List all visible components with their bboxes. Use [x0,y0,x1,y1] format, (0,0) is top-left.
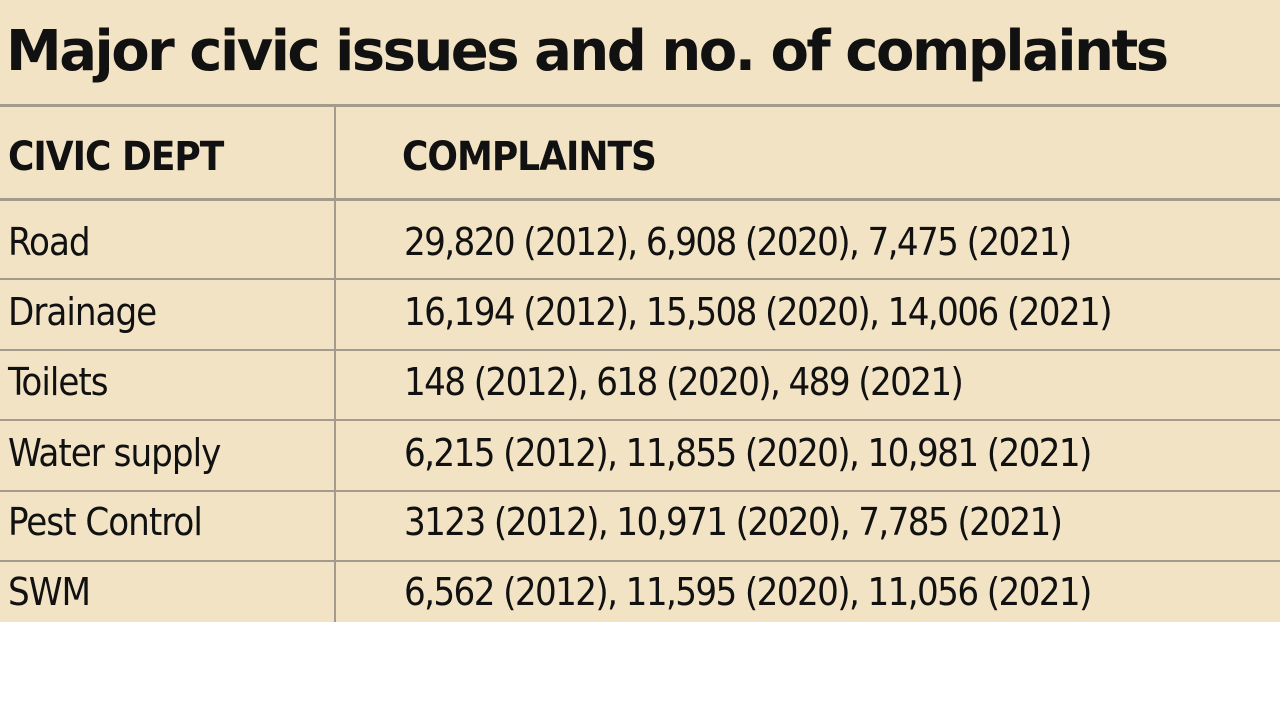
row-complaints-toilets: 148 (2012), 618 (2020), 489 (2021) [404,360,964,404]
column-divider [334,106,336,622]
row-rule [0,278,1280,280]
header-complaints: COMPLAINTS [402,134,657,180]
row-complaints-water-supply: 6,215 (2012), 11,855 (2020), 10,981 (202… [404,431,1092,475]
table-top-rule [0,104,1280,107]
infographic-panel: Major civic issues and no. of complaints… [0,0,1280,622]
chart-title: Major civic issues and no. of complaints [6,19,1169,84]
row-complaints-road: 29,820 (2012), 6,908 (2020), 7,475 (2021… [404,220,1072,264]
row-complaints-pest-control: 3123 (2012), 10,971 (2020), 7,785 (2021) [404,500,1063,544]
row-dept-drainage: Drainage [8,290,157,334]
header-rule [0,198,1280,201]
row-rule [0,419,1280,421]
row-dept-pest-control: Pest Control [8,500,203,544]
row-dept-water-supply: Water supply [8,431,221,475]
header-civic-dept: CIVIC DEPT [8,134,224,180]
row-dept-road: Road [8,220,91,264]
row-complaints-swm: 6,562 (2012), 11,595 (2020), 11,056 (202… [404,570,1092,614]
row-rule [0,490,1280,492]
row-complaints-drainage: 16,194 (2012), 15,508 (2020), 14,006 (20… [404,290,1113,334]
row-dept-toilets: Toilets [8,360,109,404]
row-rule [0,560,1280,562]
row-rule [0,349,1280,351]
row-dept-swm: SWM [8,570,91,614]
